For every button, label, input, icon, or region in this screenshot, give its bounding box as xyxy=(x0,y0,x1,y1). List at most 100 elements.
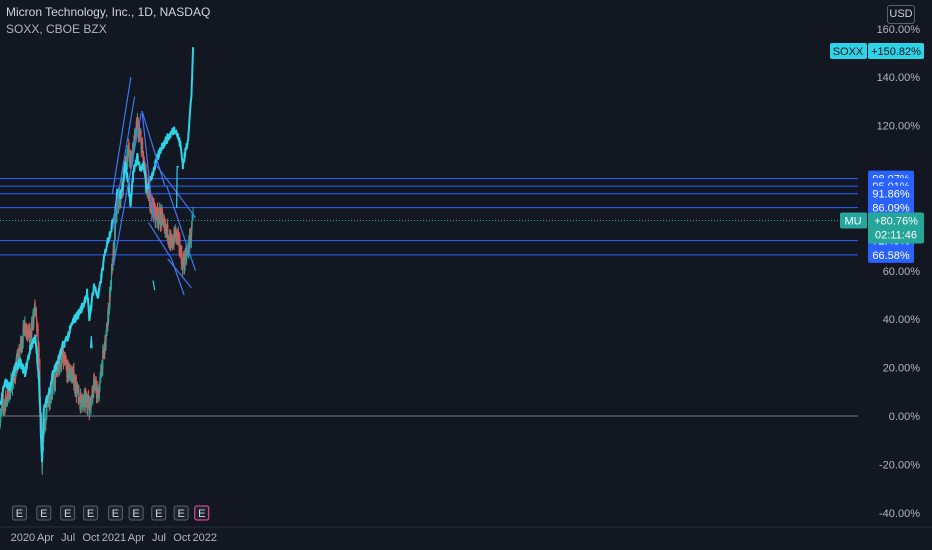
candle-body xyxy=(156,207,159,215)
candle-body xyxy=(151,198,153,206)
candle-body xyxy=(82,399,84,401)
candle-body xyxy=(90,395,92,404)
candle-body xyxy=(127,146,129,153)
y-axis-tick-label: -20.00% xyxy=(879,459,920,471)
earnings-marker[interactable]: E xyxy=(11,505,27,521)
earnings-marker-box[interactable] xyxy=(128,505,144,521)
compare-symbol[interactable]: SOXX, CBOE BZX xyxy=(6,22,107,36)
earnings-marker-label: E xyxy=(64,508,71,520)
earnings-marker[interactable]: E xyxy=(36,505,52,521)
candle-body xyxy=(153,203,155,208)
candle-body xyxy=(102,354,105,356)
earnings-marker-box[interactable] xyxy=(107,505,123,521)
candle-body xyxy=(22,327,24,343)
trend-line[interactable] xyxy=(167,258,192,289)
arrow-annotation[interactable] xyxy=(152,280,156,291)
candle-body xyxy=(141,142,144,153)
candle-body xyxy=(172,240,174,247)
trend-line[interactable] xyxy=(112,113,142,267)
trend-line[interactable] xyxy=(170,258,185,296)
earnings-marker-label: E xyxy=(155,508,162,520)
x-axis-tick-label: Oct xyxy=(82,532,99,544)
candle-body xyxy=(167,224,169,239)
trend-line[interactable] xyxy=(141,110,166,187)
candle-body xyxy=(191,221,193,226)
candle-body xyxy=(85,397,87,402)
candle-body xyxy=(141,142,143,145)
candle-body xyxy=(115,221,117,225)
candle-body xyxy=(22,325,24,328)
horizontal-levels xyxy=(0,178,858,256)
soxx-value-label: +150.82% xyxy=(871,46,921,58)
chart-legend: Micron Technology, Inc., 1D, NASDAQ SOXX… xyxy=(6,4,210,38)
x-axis-tick-label: 2020 xyxy=(11,532,35,544)
candle-body xyxy=(129,153,131,162)
earnings-marker[interactable]: E xyxy=(173,505,189,521)
candle-body xyxy=(76,385,78,390)
earnings-marker-box[interactable] xyxy=(36,505,52,521)
trend-line[interactable] xyxy=(141,111,155,223)
candle-body xyxy=(75,381,77,393)
trend-line[interactable] xyxy=(111,77,132,194)
candle-body xyxy=(183,258,185,266)
candle-body xyxy=(80,393,82,395)
soxx-name-tag xyxy=(830,43,867,60)
arrow-annotation[interactable] xyxy=(89,336,93,349)
candle-body xyxy=(140,137,142,140)
earnings-marker-box[interactable] xyxy=(151,505,167,521)
candle-body xyxy=(179,240,181,253)
earnings-marker[interactable]: E xyxy=(60,505,76,521)
trend-line[interactable] xyxy=(148,222,172,260)
candle-body xyxy=(99,377,101,384)
candle-body xyxy=(140,144,143,153)
trend-line[interactable] xyxy=(153,161,197,218)
earnings-marker[interactable]: E xyxy=(151,505,167,521)
earnings-marker[interactable]: E xyxy=(107,505,123,521)
x-axis-tick-label: Apr xyxy=(128,532,145,544)
soxx-name-label: SOXX xyxy=(833,46,864,58)
candle-body xyxy=(170,239,173,245)
candle-body xyxy=(106,331,108,336)
earnings-marker-box[interactable] xyxy=(83,505,99,521)
candle-body xyxy=(163,219,165,224)
candle-body xyxy=(184,250,186,262)
earnings-marker[interactable]: E xyxy=(83,505,99,521)
candle-body xyxy=(179,252,181,257)
trend-line[interactable] xyxy=(111,96,136,230)
currency-button[interactable]: USD xyxy=(887,5,915,24)
candle-body xyxy=(61,355,63,366)
earnings-marker[interactable]: E xyxy=(194,505,210,521)
earnings-marker-box[interactable] xyxy=(60,505,76,521)
y-axis-tick-label: 120.00% xyxy=(877,121,921,133)
candle-body xyxy=(19,350,21,357)
earnings-marker-box[interactable] xyxy=(173,505,189,521)
candle-body xyxy=(68,368,71,377)
earnings-marker-box[interactable] xyxy=(194,505,210,521)
earnings-marker[interactable]: E xyxy=(128,505,144,521)
earnings-marker-box[interactable] xyxy=(11,505,27,521)
candle-body xyxy=(58,358,61,367)
candle-body xyxy=(35,308,37,317)
arrow-annotation[interactable] xyxy=(176,166,180,208)
earnings-marker-label: E xyxy=(198,508,205,520)
candle-body xyxy=(38,347,40,360)
candle-body xyxy=(54,375,56,385)
candle-body xyxy=(153,203,155,214)
soxx-value-tag xyxy=(868,43,924,60)
earnings-marker-label: E xyxy=(16,508,23,520)
candle-body xyxy=(83,394,85,397)
x-axis-tick-label: 2021 xyxy=(102,532,126,544)
candle-body xyxy=(110,269,113,286)
level-badge: 66.58% xyxy=(868,246,914,263)
candle-body xyxy=(182,263,184,272)
symbol-title[interactable]: Micron Technology, Inc., 1D, NASDAQ xyxy=(6,5,211,19)
candle-body xyxy=(3,404,5,408)
y-axis-tick-label: 40.00% xyxy=(883,314,921,326)
trend-line[interactable] xyxy=(166,185,197,271)
candle-body xyxy=(130,154,132,162)
x-axis[interactable]: 2020 Apr Jul Oct 2021 Apr Jul Oct 2022 xyxy=(0,526,932,544)
candle-body xyxy=(97,391,99,393)
